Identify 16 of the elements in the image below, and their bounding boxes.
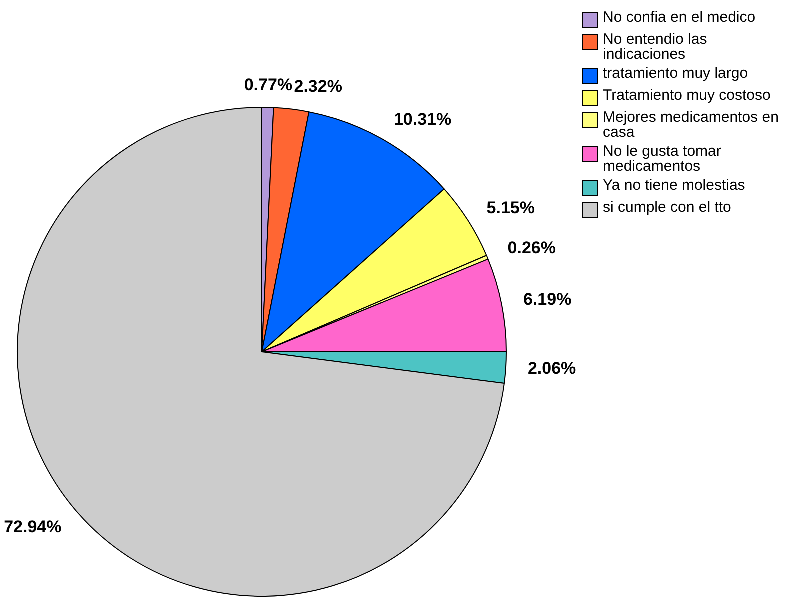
data-label: 2.06% bbox=[528, 358, 576, 378]
legend-label: No confia en el medico bbox=[603, 9, 756, 26]
legend-label: tratamiento muy largo bbox=[603, 65, 748, 82]
data-label: 2.32% bbox=[294, 77, 342, 96]
data-label: 72.94% bbox=[4, 518, 62, 537]
legend-label: Mejores medicamentos en casa bbox=[603, 109, 780, 141]
data-label: 6.19% bbox=[523, 290, 572, 310]
legend-label: Ya no tiene molestias bbox=[603, 177, 746, 194]
data-label: 5.15% bbox=[486, 198, 535, 218]
legend-label: si cumple con el tto bbox=[603, 199, 732, 216]
legend-label: Tratamiento muy costoso bbox=[603, 87, 771, 104]
data-label: 10.31% bbox=[394, 110, 452, 130]
data-label: 0.26% bbox=[508, 238, 556, 258]
legend-label: No le gusta tomar medicamentos bbox=[603, 143, 722, 175]
legend-label: No entendio las indicaciones bbox=[603, 31, 708, 63]
data-label: 0.77% bbox=[244, 75, 293, 94]
